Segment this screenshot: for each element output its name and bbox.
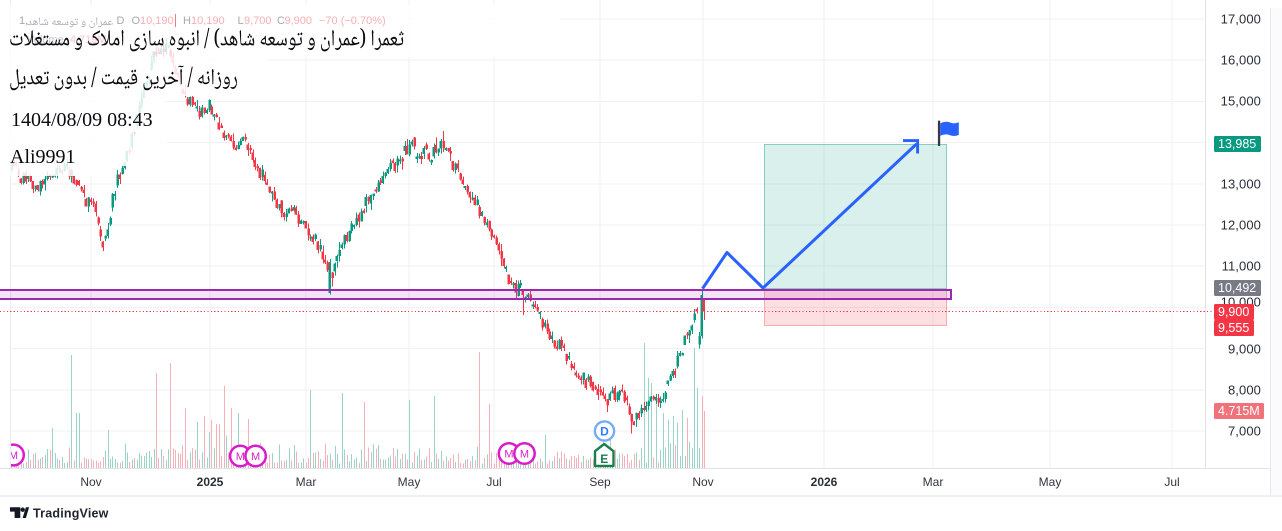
svg-text:M: M	[504, 448, 513, 460]
svg-text:M: M	[236, 451, 245, 463]
svg-text:M: M	[251, 451, 260, 463]
svg-text:E: E	[600, 452, 608, 466]
svg-text:D: D	[600, 425, 609, 439]
svg-text:M: M	[520, 448, 529, 460]
svg-text:M: M	[9, 450, 18, 462]
svg-text:TradingView: TradingView	[33, 507, 109, 521]
